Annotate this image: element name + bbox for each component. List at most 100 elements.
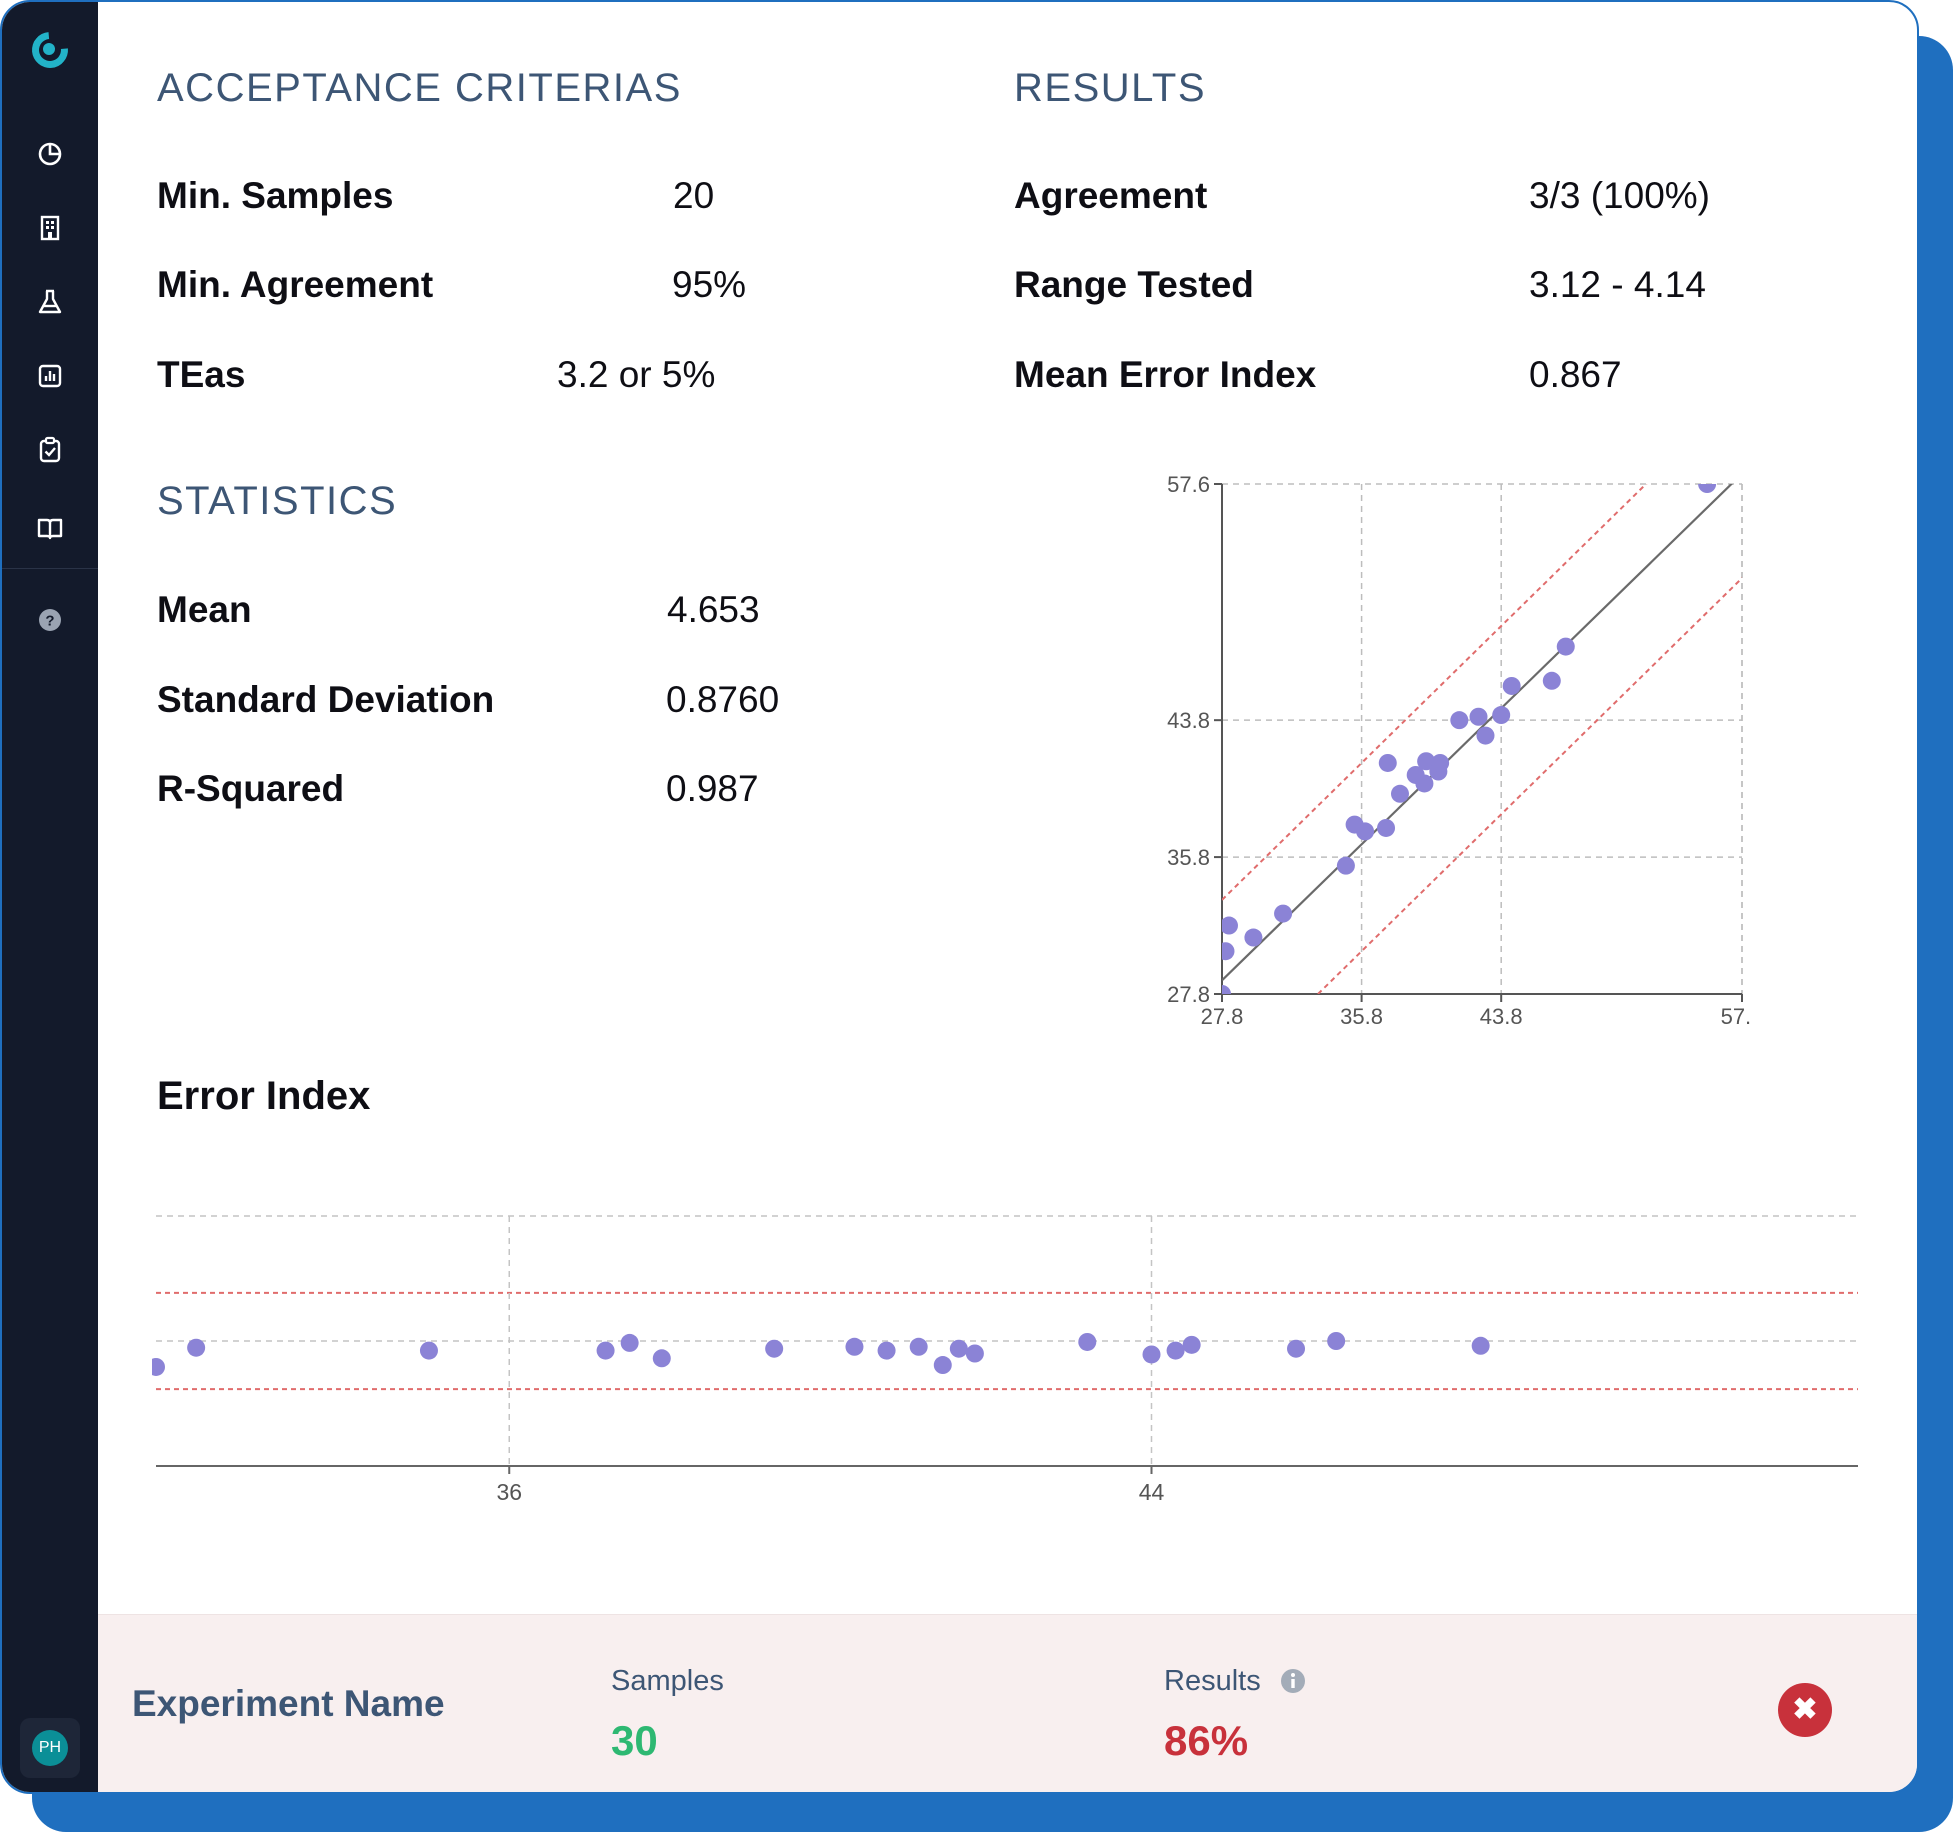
data-point	[1142, 1345, 1161, 1364]
data-point	[620, 1333, 639, 1352]
data-point	[877, 1341, 896, 1360]
info-icon[interactable]	[1279, 1667, 1307, 1695]
close-icon[interactable]: ✖	[1778, 1683, 1832, 1737]
app-logo-dot	[43, 43, 55, 55]
data-point	[1336, 856, 1355, 875]
data-point	[1502, 676, 1521, 695]
data-point	[1476, 726, 1495, 745]
data-point	[1471, 1336, 1490, 1355]
regression-scatter-chart: 27.8 35.8 43.8 57.6 57.6 43.8 35.8 27.8	[1167, 472, 1752, 1029]
clipboard-check-icon[interactable]	[36, 436, 64, 464]
acceptance-title: ACCEPTANCE CRITERIAS	[157, 66, 682, 110]
std-dev-value: 0.8760	[666, 679, 780, 720]
x-tick-label: 36	[496, 1479, 522, 1505]
user-avatar[interactable]: PH	[20, 1718, 80, 1778]
data-point	[1222, 985, 1231, 994]
data-point	[1078, 1332, 1097, 1351]
help-icon[interactable]: ?	[36, 606, 64, 634]
flask-icon[interactable]	[36, 288, 64, 316]
min-samples-label: Min. Samples	[157, 175, 394, 216]
data-point	[1492, 706, 1511, 725]
x-tick-label: 43.8	[1480, 1004, 1523, 1029]
data-point	[1182, 1335, 1201, 1354]
svg-text:?: ?	[45, 613, 54, 630]
y-tick-label: 35.8	[1167, 845, 1210, 870]
data-point	[1287, 1339, 1306, 1358]
data-point	[909, 1337, 928, 1356]
data-point	[1222, 942, 1235, 961]
error-index-chart: 36 44	[152, 1215, 1858, 1505]
y-tick-label: 43.8	[1167, 708, 1210, 733]
min-samples-value: 20	[673, 175, 715, 216]
x-tick-label: 57.6	[1721, 1004, 1752, 1029]
data-point	[845, 1337, 864, 1356]
y-tick-label: 57.6	[1167, 472, 1210, 497]
error-index-title: Error Index	[157, 1074, 371, 1118]
mean-error-index-label: Mean Error Index	[1014, 354, 1317, 395]
data-point	[1244, 928, 1263, 947]
results-value: 86%	[1164, 1717, 1249, 1764]
data-point	[1390, 784, 1409, 803]
data-point	[965, 1344, 984, 1363]
r-squared-label: R-Squared	[157, 768, 345, 809]
upper-limit-line	[1222, 484, 1648, 901]
results-label: Results	[1164, 1665, 1261, 1697]
teas-label: TEas	[157, 354, 246, 395]
std-dev-label: Standard Deviation	[157, 679, 495, 720]
data-point	[1417, 752, 1436, 771]
range-tested-label: Range Tested	[1014, 264, 1254, 305]
data-point	[1378, 753, 1397, 772]
data-point	[1166, 1341, 1185, 1360]
data-point	[596, 1341, 615, 1360]
data-point	[765, 1339, 784, 1358]
results-title: RESULTS	[1014, 66, 1207, 110]
data-point	[1222, 916, 1238, 935]
teas-value: 3.2 or 5%	[557, 354, 716, 395]
mean-label: Mean	[157, 589, 252, 630]
identity-line	[1222, 484, 1734, 982]
data-point	[1356, 822, 1375, 841]
mean-error-index-value: 0.867	[1529, 354, 1622, 395]
dashboard-icon[interactable]	[36, 140, 64, 168]
data-point	[187, 1338, 206, 1357]
agreement-label: Agreement	[1014, 175, 1208, 216]
x-tick-label: 44	[1139, 1479, 1165, 1505]
y-tick-label: 27.8	[1167, 982, 1210, 1007]
min-agreement-label: Min. Agreement	[157, 264, 434, 305]
data-point	[1469, 707, 1488, 726]
min-agreement-value: 95%	[672, 264, 747, 305]
data-point	[1327, 1332, 1346, 1350]
data-point	[1542, 671, 1561, 690]
x-tick-label: 27.8	[1201, 1004, 1244, 1029]
user-initials: PH	[32, 1730, 68, 1766]
data-point	[1415, 774, 1434, 793]
sidebar-divider	[2, 568, 98, 569]
data-point	[1556, 637, 1575, 656]
experiment-footer: Experiment Name Samples 30 Results 86% ✖	[98, 1614, 1917, 1792]
range-tested-value: 3.12 - 4.14	[1529, 264, 1706, 305]
samples-value: 30	[611, 1717, 658, 1764]
samples-label: Samples	[611, 1665, 724, 1697]
x-tick-label: 35.8	[1340, 1004, 1383, 1029]
book-icon[interactable]	[36, 514, 64, 542]
data-point	[1698, 484, 1717, 493]
agreement-value: 3/3 (100%)	[1529, 175, 1710, 216]
lower-limit-line	[1317, 576, 1742, 994]
mean-value: 4.653	[667, 589, 760, 630]
data-point	[1450, 711, 1469, 730]
data-point	[1274, 904, 1293, 923]
r-squared-value: 0.987	[666, 768, 759, 809]
building-icon[interactable]	[36, 214, 64, 242]
app-window: ? PH ACCEPTANCE CRITERIAS Min. Samples 2…	[0, 0, 1919, 1794]
data-point	[1431, 753, 1450, 772]
experiment-name: Experiment Name	[132, 1683, 445, 1724]
data-point	[152, 1357, 165, 1376]
statistics-title: STATISTICS	[157, 479, 398, 523]
data-point	[933, 1356, 952, 1375]
data-point	[949, 1339, 968, 1358]
report-icon[interactable]	[36, 362, 64, 390]
data-point	[652, 1349, 671, 1368]
data-point	[1377, 818, 1396, 837]
data-point	[419, 1341, 438, 1360]
sidebar: ? PH	[2, 2, 98, 1792]
